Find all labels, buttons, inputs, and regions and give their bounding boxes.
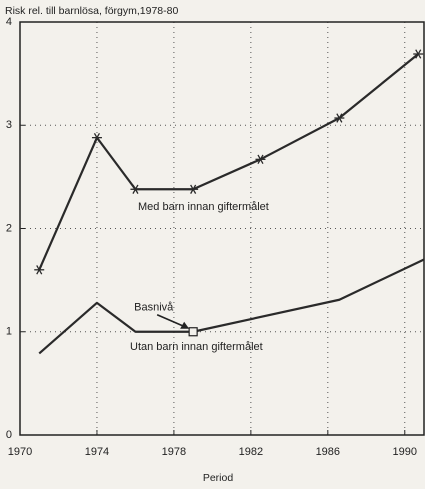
x-tick-label: 1990 [393, 446, 417, 458]
x-tick-label: 1982 [239, 446, 263, 458]
point-marker [130, 184, 141, 194]
y-tick-label: 3 [6, 119, 12, 131]
annotation: Basnivå [134, 302, 174, 314]
x-tick-label: 1974 [85, 446, 109, 458]
point-marker [91, 132, 102, 143]
series-line [38, 258, 425, 355]
y-tick-label: 2 [6, 222, 12, 234]
base-marker [188, 327, 198, 337]
chart-title: Risk rel. till barnlösa, förgym,1978-80 [5, 5, 178, 17]
x-tick-label: 1986 [316, 446, 340, 458]
marker-stroke [415, 49, 422, 59]
y-tick-label: 4 [6, 16, 12, 28]
x-tick-label: 1978 [162, 446, 186, 458]
x-axis-label: Period [203, 472, 234, 484]
y-tick-label: 0 [6, 429, 12, 441]
marker-stroke [93, 132, 101, 143]
series-line [38, 53, 419, 271]
marker-stroke [190, 184, 197, 194]
point-marker [255, 154, 266, 164]
series-label: Utan barn innan giftermålet [130, 341, 263, 353]
marker-stroke [336, 113, 343, 123]
annotation-arrowhead [180, 321, 190, 329]
point-marker [188, 184, 199, 194]
y-tick-label: 1 [6, 326, 12, 338]
plot-frame [19, 21, 425, 436]
marker-stroke [36, 265, 43, 275]
x-tick-label: 1970 [8, 446, 32, 458]
point-marker [334, 113, 345, 123]
point-marker [34, 265, 45, 275]
marker-stroke [132, 184, 139, 194]
series-label: Med barn innan giftermålet [138, 201, 269, 213]
marker-stroke [257, 154, 264, 164]
point-marker [413, 49, 424, 59]
